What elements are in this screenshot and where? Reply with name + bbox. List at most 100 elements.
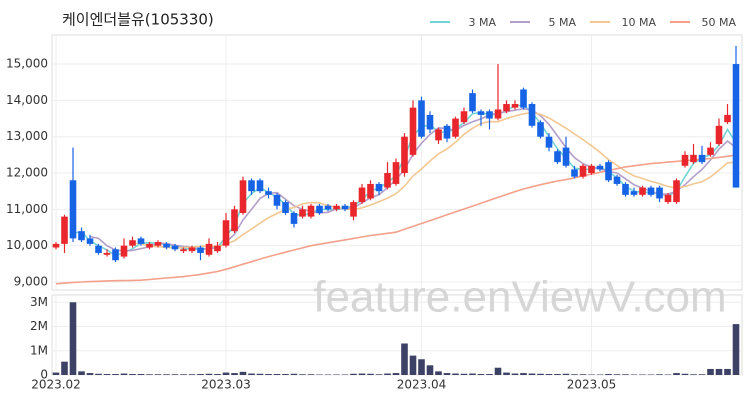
candle-body [511, 104, 519, 108]
candle-body [333, 205, 340, 210]
candle-body [248, 180, 255, 192]
candle-body [188, 247, 196, 252]
volume-bar [52, 372, 60, 375]
volume-bar [95, 373, 102, 375]
candle-body [486, 111, 493, 119]
candle-body [494, 109, 502, 119]
candle-body [690, 154, 697, 163]
candle-body [443, 125, 451, 139]
volume-bar [622, 374, 629, 375]
volume-bar [486, 374, 493, 375]
candle-body [350, 202, 357, 217]
volume-tick-label: 1M [30, 343, 48, 357]
candle-body [724, 114, 731, 123]
candle-body [205, 243, 213, 255]
volume-bar [112, 374, 119, 375]
candle-body [409, 107, 417, 155]
volume-bar [460, 373, 468, 375]
candle-body [545, 136, 553, 148]
candle-body [367, 183, 374, 199]
candle-body [69, 180, 77, 239]
volume-bar [554, 374, 561, 375]
candle-body [86, 238, 94, 244]
candle-body [341, 205, 349, 210]
y-tick-label: 13,000 [6, 129, 48, 143]
volume-bar [307, 374, 315, 375]
candle-body [681, 154, 689, 166]
volume-bar [290, 373, 298, 375]
volume-bar [61, 361, 68, 375]
volume-bar [426, 365, 434, 375]
volume-bar [367, 373, 374, 375]
legend-label: 5 MA [548, 16, 576, 29]
volume-bar [698, 374, 706, 375]
candle-body [299, 209, 306, 217]
candle-body [307, 205, 315, 217]
volume-bar [171, 374, 179, 375]
candle-body [605, 162, 612, 181]
volume-bar [452, 373, 459, 375]
candle-body [426, 114, 434, 130]
candle-body [562, 147, 570, 166]
candle-body [588, 165, 595, 174]
candle-body [137, 238, 145, 244]
candle-body [324, 205, 332, 210]
volume-bar [205, 373, 213, 375]
volume-bar [571, 374, 578, 375]
candle-body [214, 245, 221, 252]
candle-body [477, 111, 485, 115]
candle-body [520, 89, 527, 108]
volume-bar [520, 373, 527, 375]
volume-bar [392, 373, 400, 375]
candle-body [571, 169, 578, 177]
candle-body [639, 187, 646, 195]
volume-bar [656, 374, 663, 375]
y-tick-label: 15,000 [6, 57, 48, 71]
volume-bar [248, 373, 255, 375]
candle-body [392, 162, 400, 184]
x-tick-label: 2023.02 [31, 378, 81, 392]
volume-bar [180, 374, 187, 375]
x-tick-label: 2023.05 [567, 378, 617, 392]
candle-body [401, 136, 408, 174]
volume-bar [469, 373, 476, 375]
candle-body [222, 220, 230, 246]
candle-body [52, 243, 60, 248]
chart-title: 케이엔더블유(105330) [62, 11, 214, 29]
volume-bar [214, 374, 221, 375]
volume-bar [188, 374, 196, 375]
volume-bar [384, 373, 391, 375]
volume-bar [273, 374, 281, 375]
candle-body [78, 231, 85, 241]
volume-bar [511, 373, 519, 375]
volume-bar [239, 371, 247, 375]
volume-bar [605, 374, 612, 375]
ma-line [55, 154, 737, 285]
ma-line [132, 111, 737, 249]
candle-body [265, 191, 272, 195]
candle-body [256, 180, 264, 192]
candle-body [290, 212, 298, 224]
candle-body [613, 176, 621, 184]
volume-panel [51, 294, 743, 376]
volume-bar [435, 371, 442, 375]
volume-bar [86, 373, 94, 375]
volume-bar [231, 373, 238, 375]
candle-body [95, 245, 102, 253]
volume-bar [78, 371, 85, 375]
candle-body [622, 183, 629, 195]
candle-body [231, 209, 238, 232]
volume-bar [146, 374, 153, 375]
candle-body [698, 154, 706, 163]
candle-body [647, 187, 655, 195]
candle-body [579, 165, 587, 177]
volume-bar [197, 374, 204, 375]
volume-bar [256, 373, 264, 375]
candle-body [112, 249, 119, 261]
candle-body [273, 194, 281, 206]
candle-body [154, 242, 162, 246]
volume-bar [690, 374, 697, 375]
volume-bar [137, 374, 145, 375]
volume-bar [732, 324, 740, 375]
legend-label: 10 MA [621, 16, 656, 29]
